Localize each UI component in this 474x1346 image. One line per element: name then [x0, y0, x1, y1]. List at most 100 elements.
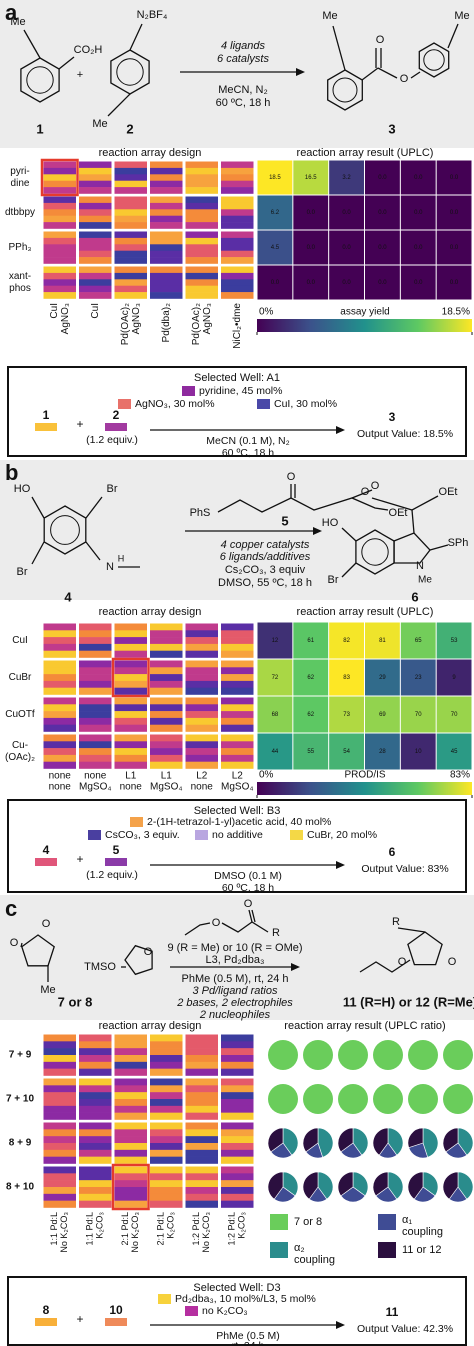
row-label: dtbbpy	[5, 207, 35, 218]
heat-cell	[329, 733, 364, 770]
cell-label: 10	[415, 749, 422, 755]
design-stripe	[221, 1122, 254, 1130]
design-stripe	[221, 754, 254, 762]
design-stripe	[79, 623, 112, 631]
pie-slice	[282, 1127, 299, 1156]
design-stripe	[185, 285, 218, 293]
design-stripe	[43, 1034, 76, 1042]
design-stripe	[185, 215, 218, 223]
design-stripe	[221, 167, 254, 175]
substrate-swatch	[105, 423, 127, 431]
design-stripe	[185, 222, 218, 229]
design-stripe	[221, 1180, 254, 1188]
cell-label: 0.0	[342, 210, 351, 216]
design-stripe	[150, 285, 183, 293]
label: (1.2 equiv.)	[86, 434, 138, 446]
design-stripe	[185, 650, 218, 658]
row-label: Cu-	[12, 740, 28, 751]
design-stripe	[114, 1156, 147, 1164]
design-stripe	[185, 161, 218, 169]
design-stripe	[114, 244, 147, 251]
design-stripe	[79, 687, 112, 695]
design-stripe	[185, 1173, 218, 1181]
arrow-head	[296, 68, 305, 76]
design-stripe	[221, 1092, 254, 1100]
selected-well	[111, 657, 150, 698]
ring	[21, 934, 55, 967]
design-stripe	[150, 1034, 183, 1042]
design-stripe	[114, 643, 147, 651]
ring	[407, 931, 443, 966]
design-stripe	[150, 1200, 183, 1208]
label: assay yield	[340, 307, 389, 318]
heat-cell	[257, 622, 293, 659]
cell-label: 0.0	[271, 280, 280, 286]
design-stripe	[79, 1041, 112, 1049]
design-stripe	[43, 1078, 76, 1086]
column-label: K₂CO₃	[166, 1212, 176, 1239]
design-stripe	[185, 748, 218, 756]
design-stripe	[185, 237, 218, 245]
design-stripe	[221, 237, 254, 245]
label: DMSO, 55 ºC, 18 h	[218, 577, 312, 589]
label: O	[10, 937, 19, 949]
label: O	[42, 918, 51, 930]
design-stripe	[43, 196, 76, 204]
label: L3, Pd₂dba₃	[206, 954, 265, 966]
pie-slice	[267, 1127, 284, 1153]
label: O	[400, 73, 409, 85]
cell-label: 29	[379, 675, 386, 681]
heat-cell	[257, 230, 293, 265]
bond	[411, 509, 415, 534]
cell-label: 6.2	[271, 210, 280, 216]
cell-label: 68	[272, 712, 279, 718]
design-stripe	[79, 734, 112, 742]
design-stripe	[114, 1105, 147, 1113]
design-stripe	[114, 266, 147, 274]
cell-label: 12	[272, 638, 279, 644]
design-stripe	[79, 724, 112, 732]
bond	[341, 527, 357, 542]
label: DMSO (0.1 M)	[214, 870, 282, 882]
label: Selected Well: B3	[194, 805, 281, 817]
label: 6 ligands/additives	[220, 551, 311, 563]
label: pyridine, 45 mol%	[199, 385, 282, 397]
design-stripe	[79, 1061, 112, 1069]
label: no K₂CO₃	[202, 1305, 248, 1317]
pie-slice	[338, 1040, 368, 1070]
cell-label: 70	[451, 712, 458, 718]
design-stripe	[114, 1048, 147, 1056]
label: O	[361, 486, 370, 498]
design-stripe	[185, 1068, 218, 1076]
design-stripe	[185, 754, 218, 762]
design-stripe	[221, 1143, 254, 1151]
label: reaction array result (UPLC)	[297, 147, 434, 159]
design-stripe	[185, 674, 218, 682]
design-stripe	[114, 630, 147, 638]
design-stripe	[185, 643, 218, 651]
label: N	[416, 560, 424, 572]
column-label: none	[49, 771, 72, 782]
heat-cell	[436, 195, 472, 230]
selected-well	[40, 158, 79, 197]
design-stripe	[185, 1048, 218, 1056]
heat-cell	[436, 659, 472, 696]
design-stripe	[43, 231, 76, 239]
cell-label: 0.0	[307, 280, 316, 286]
design-stripe	[221, 1034, 254, 1042]
label: O	[287, 471, 296, 483]
design-stripe	[150, 1078, 183, 1086]
design-stripe	[79, 1166, 112, 1174]
cell-label: 0.0	[342, 245, 351, 251]
design-stripe	[79, 1143, 112, 1151]
heat-cell	[436, 230, 472, 265]
pie-slice	[422, 1127, 439, 1158]
heat-cell	[329, 696, 364, 733]
design-stripe	[43, 1099, 76, 1107]
design-stripe	[185, 196, 218, 204]
design-stripe	[43, 1055, 76, 1063]
design-stripe	[221, 711, 254, 719]
design-stripe	[79, 761, 112, 769]
design-stripe	[114, 650, 147, 658]
column-label: none	[120, 782, 143, 793]
